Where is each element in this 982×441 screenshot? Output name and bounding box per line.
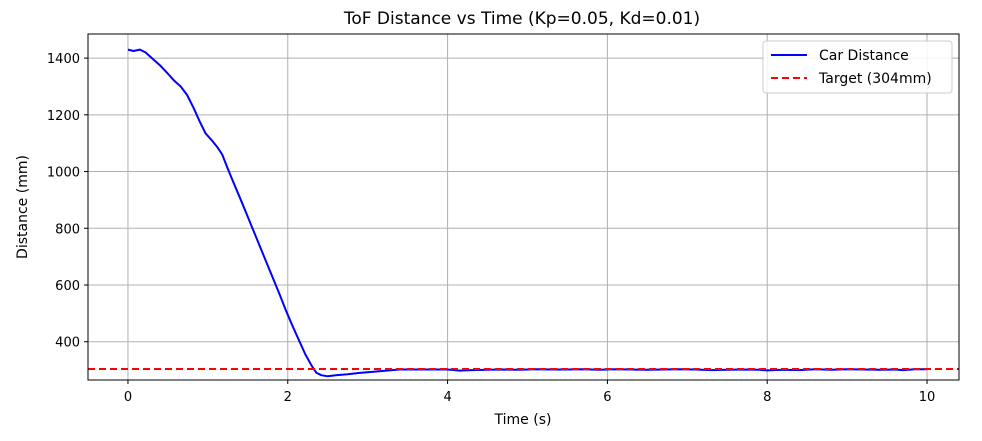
x-axis-ticks: 0 2 4 6 8 10 (124, 380, 935, 405)
y-tick-label: 800 (55, 222, 80, 237)
legend: Car Distance Target (304mm) (762, 40, 953, 94)
x-tick-label: 6 (603, 390, 611, 405)
y-axis-ticks: 400 600 800 1000 1200 1400 (47, 52, 88, 351)
x-tick-label: 8 (763, 390, 771, 405)
legend-label-car-distance: Car Distance (819, 48, 909, 64)
y-tick-label: 400 (55, 336, 80, 351)
x-tick-label: 4 (443, 390, 451, 405)
x-tick-label: 10 (919, 390, 936, 405)
series-layer (88, 48, 959, 378)
series-line-car-distance (127, 48, 927, 378)
y-tick-label: 1400 (47, 52, 80, 67)
chart-title: ToF Distance vs Time (Kp=0.05, Kd=0.01) (343, 9, 700, 29)
y-tick-label: 600 (55, 279, 80, 294)
legend-label-target: Target (304mm) (818, 71, 932, 87)
x-tick-label: 0 (124, 390, 132, 405)
y-tick-label: 1200 (47, 109, 80, 124)
y-axis-label: Distance (mm) (15, 155, 31, 259)
x-axis-label: Time (s) (494, 412, 552, 428)
plot-frame (87, 33, 960, 381)
y-tick-label: 1000 (47, 166, 80, 181)
legend-box (762, 40, 953, 94)
x-tick-label: 2 (284, 390, 292, 405)
